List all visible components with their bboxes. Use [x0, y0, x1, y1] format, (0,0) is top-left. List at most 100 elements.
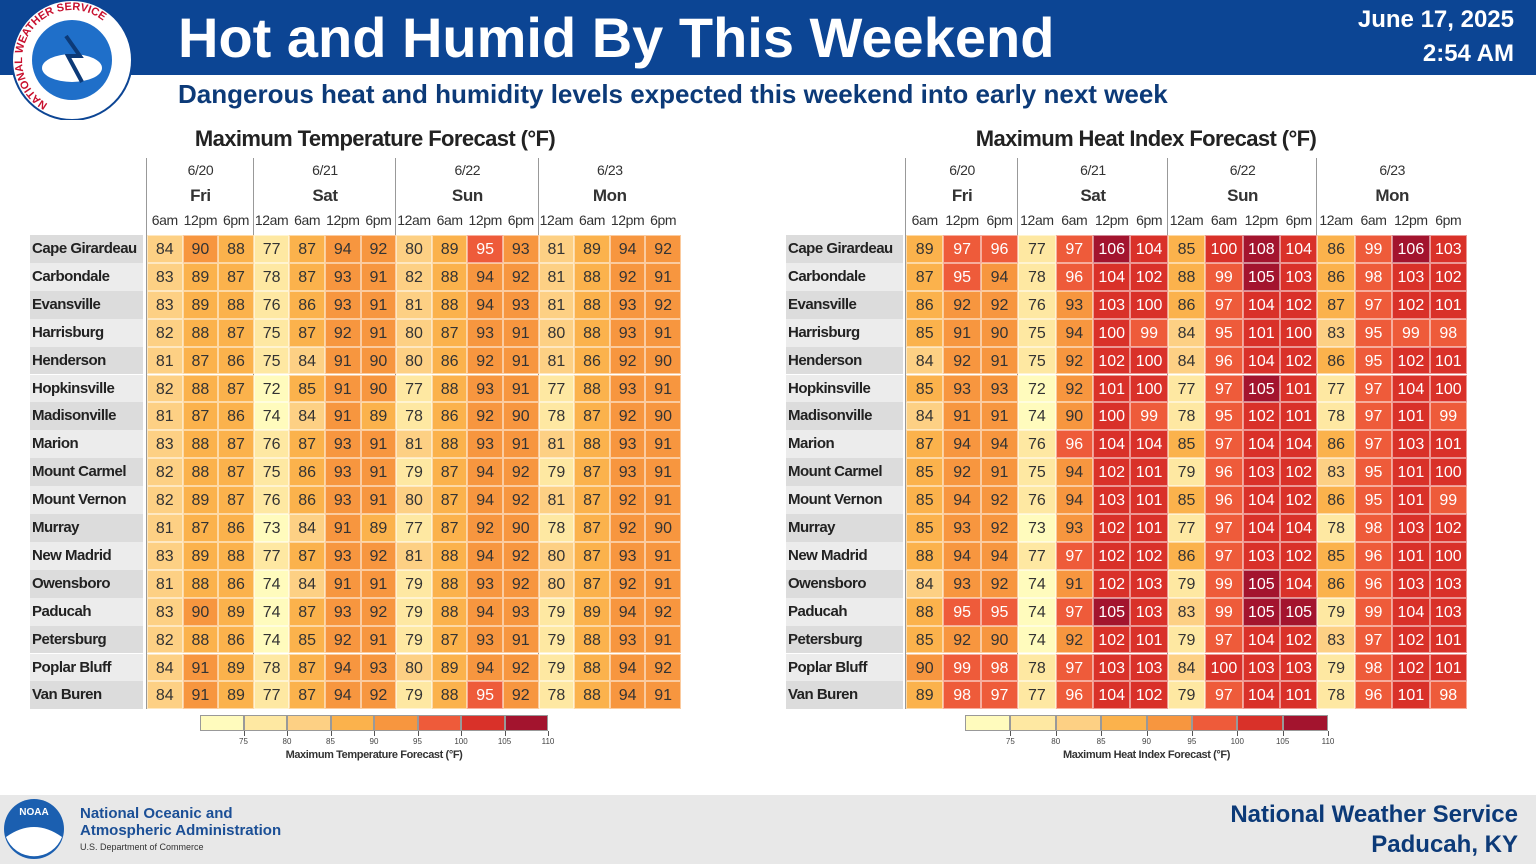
forecast-cell: 91 — [645, 374, 681, 403]
hour-label: 6pm — [222, 212, 249, 228]
forecast-cell: 85 — [1167, 235, 1206, 263]
forecast-cell: 101 — [1429, 430, 1467, 459]
forecast-cell: 88 — [574, 290, 610, 319]
forecast-cell: 100 — [1429, 374, 1467, 403]
forecast-cell: 87 — [218, 374, 254, 403]
forecast-cell: 103 — [1093, 486, 1131, 514]
forecast-cell: 92 — [980, 569, 1019, 598]
forecast-cell: 102 — [1392, 625, 1430, 654]
forecast-cell: 87 — [431, 514, 468, 542]
forecast-cell: 99 — [1130, 318, 1168, 347]
forecast-cell: 103 — [1429, 569, 1467, 598]
time: 2:54 AM — [1422, 40, 1514, 67]
forecast-cell: 88 — [182, 430, 219, 459]
colorbar-segment — [200, 715, 244, 731]
forecast-cell: 99 — [1429, 486, 1467, 514]
location-name: Madisonville — [30, 402, 143, 431]
forecast-cell: 85 — [906, 486, 944, 514]
forecast-cell: 101 — [1392, 486, 1430, 514]
forecast-cell: 104 — [1280, 514, 1318, 542]
location-name: Evansville — [30, 290, 143, 319]
forecast-cell: 95 — [1354, 318, 1393, 347]
location-name: Petersburg — [30, 625, 143, 654]
forecast-cell: 102 — [1130, 541, 1168, 570]
forecast-cell: 82 — [147, 458, 183, 487]
forecast-cell: 98 — [980, 653, 1019, 682]
forecast-cell: 79 — [538, 597, 575, 626]
forecast-cell: 87 — [431, 458, 468, 487]
forecast-cell: 93 — [609, 541, 646, 570]
forecast-cell: 93 — [467, 318, 503, 347]
forecast-cell: 91 — [360, 430, 397, 459]
forecast-cell: 102 — [1392, 346, 1430, 375]
forecast-cell: 82 — [147, 625, 183, 654]
forecast-cell: 98 — [1429, 681, 1467, 710]
forecast-cell: 83 — [147, 262, 183, 291]
forecast-cell: 88 — [182, 569, 219, 598]
forecast-cell: 102 — [1093, 625, 1131, 654]
forecast-cell: 81 — [147, 346, 183, 375]
forecast-cell: 90 — [182, 597, 219, 626]
forecast-cell: 88 — [182, 318, 219, 347]
date-label: 6/20 — [187, 162, 214, 178]
forecast-cell: 89 — [182, 290, 219, 319]
noaa-logo: NOAA — [4, 799, 64, 859]
forecast-cell: 98 — [1354, 653, 1393, 682]
forecast-cell: 85 — [906, 625, 944, 654]
forecast-cell: 92 — [503, 569, 539, 598]
forecast-cell: 75 — [1018, 458, 1056, 487]
forecast-cell: 101 — [1130, 625, 1168, 654]
forecast-cell: 96 — [1205, 458, 1243, 487]
forecast-cell: 78 — [1167, 402, 1206, 431]
forecast-cell: 91 — [325, 514, 361, 542]
forecast-cell: 93 — [325, 541, 361, 570]
forecast-cell: 79 — [1167, 625, 1206, 654]
forecast-cell: 90 — [645, 514, 681, 542]
forecast-cell: 86 — [289, 486, 325, 514]
colorbar-tick — [374, 731, 375, 736]
date-label: 6/21 — [1080, 162, 1106, 178]
forecast-cell: 94 — [467, 486, 503, 514]
forecast-cell: 92 — [943, 625, 981, 654]
forecast-cell: 100 — [1429, 458, 1467, 487]
forecast-cell: 104 — [1280, 235, 1318, 263]
forecast-cell: 84 — [1167, 653, 1206, 682]
forecast-cell: 80 — [396, 653, 432, 682]
forecast-cell: 93 — [1055, 514, 1093, 542]
forecast-cell: 102 — [1093, 346, 1131, 375]
forecast-cell: 79 — [396, 597, 432, 626]
forecast-cell: 89 — [906, 681, 944, 710]
hour-label: 12pm — [610, 212, 645, 228]
forecast-cell: 97 — [1055, 653, 1093, 682]
forecast-cell: 91 — [325, 346, 361, 375]
forecast-cell: 94 — [325, 681, 361, 710]
forecast-cell: 81 — [538, 486, 575, 514]
forecast-cell: 103 — [1429, 235, 1467, 263]
forecast-cell: 85 — [289, 625, 325, 654]
forecast-cell: 98 — [1429, 318, 1467, 347]
forecast-cell: 97 — [1205, 514, 1243, 542]
hour-label: 6am — [294, 212, 321, 228]
colorbar-tick-label: 100 — [1230, 737, 1244, 746]
forecast-cell: 91 — [360, 486, 397, 514]
forecast-cell: 93 — [609, 625, 646, 654]
forecast-cell: 102 — [1280, 486, 1318, 514]
forecast-cell: 104 — [1242, 290, 1280, 319]
forecast-cell: 93 — [943, 374, 981, 403]
forecast-cell: 101 — [1280, 681, 1318, 710]
forecast-cell: 74 — [253, 625, 290, 654]
colorbar-tick — [1010, 731, 1012, 736]
forecast-cell: 89 — [218, 653, 254, 682]
forecast-cell: 94 — [1055, 318, 1093, 347]
forecast-cell: 81 — [396, 430, 432, 459]
forecast-cell: 104 — [1242, 486, 1280, 514]
colorbar-segment — [1101, 715, 1147, 731]
hour-label: 12pm — [1394, 212, 1428, 228]
colorbar-segment — [1282, 715, 1328, 731]
colorbar-tick — [1191, 731, 1193, 736]
forecast-cell: 84 — [289, 569, 325, 598]
forecast-cell: 78 — [396, 402, 432, 431]
colorbar-tick-label: 110 — [1321, 737, 1335, 746]
forecast-cell: 74 — [253, 597, 290, 626]
forecast-cell: 88 — [431, 541, 468, 570]
